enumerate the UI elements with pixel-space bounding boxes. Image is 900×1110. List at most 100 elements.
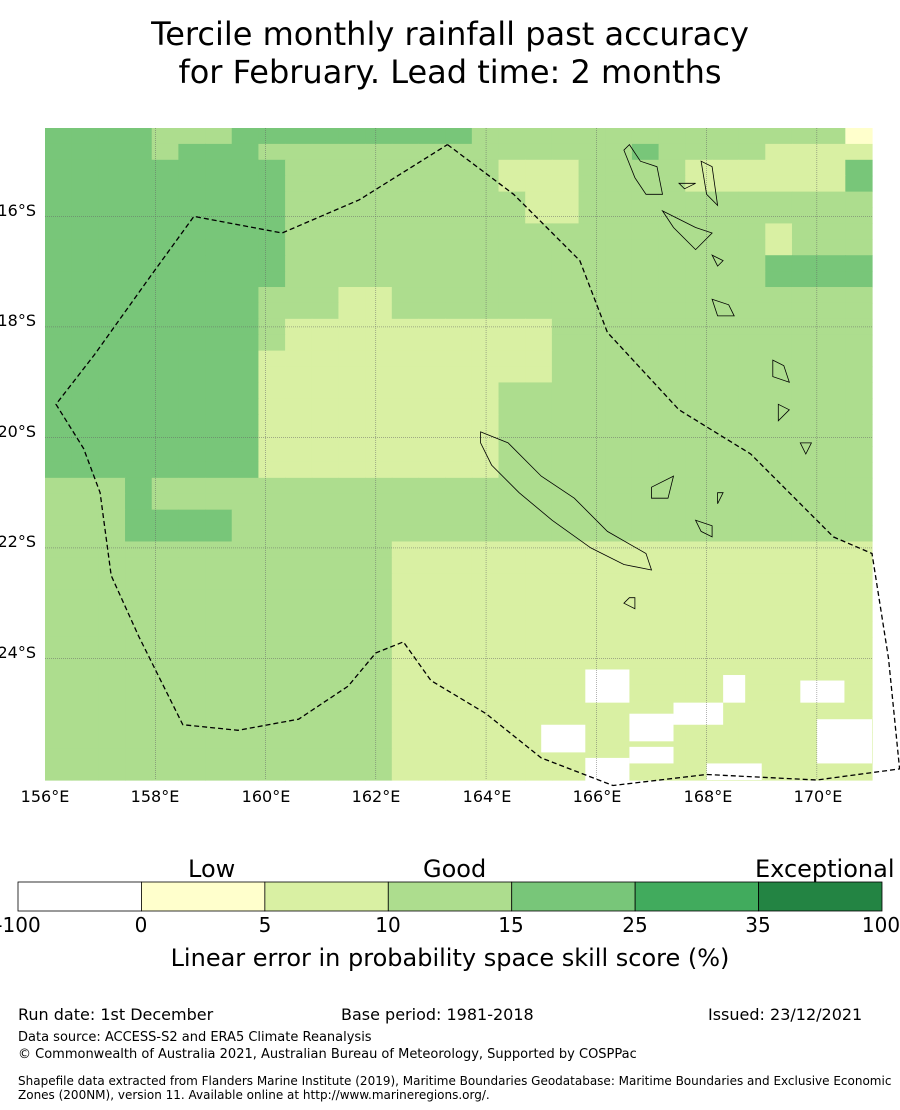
- skill-cell: [631, 207, 660, 225]
- skill-cell: [685, 366, 713, 384]
- skill-cell: [791, 573, 820, 590]
- skill-cell: [98, 255, 126, 272]
- skill-cell: [765, 509, 793, 527]
- skill-cell: [578, 573, 606, 590]
- skill-cell: [311, 159, 340, 177]
- skill-cell: [418, 302, 446, 320]
- skill-cell: [658, 271, 686, 288]
- skill-cell: [125, 446, 153, 463]
- skill-cell: [258, 589, 286, 606]
- skill-cell: [365, 716, 393, 733]
- skill-cell: [685, 382, 713, 399]
- skill-cell: [685, 477, 713, 495]
- skill-cell: [445, 605, 473, 622]
- skill-cell: [738, 430, 766, 447]
- skill-cell: [658, 334, 686, 352]
- skill-cell: [45, 764, 73, 781]
- skill-cell: [818, 143, 846, 161]
- skill-cell: [71, 430, 99, 447]
- skill-cell: [418, 748, 446, 765]
- skill-cell: [98, 350, 126, 368]
- skill-cell: [391, 764, 420, 781]
- skill-cell: [205, 191, 233, 209]
- skill-cell: [98, 143, 126, 161]
- skill-cell: [525, 652, 553, 670]
- skill-cell: [631, 159, 660, 177]
- skill-cell: [658, 509, 686, 527]
- skill-cell: [178, 175, 206, 193]
- skill-cell: [338, 636, 366, 654]
- skill-cell: [445, 557, 473, 574]
- skill-cell: [231, 716, 260, 733]
- skill-cell: [525, 764, 553, 781]
- lon-label: 162°E: [351, 787, 401, 806]
- skill-cell: [551, 605, 580, 622]
- skill-cell: [311, 287, 340, 304]
- skill-cell: [605, 573, 633, 590]
- skill-cell: [338, 287, 366, 304]
- skill-cell: [845, 223, 873, 240]
- skill-cell: [151, 398, 179, 415]
- skill-cell: [738, 271, 766, 288]
- skill-cell: [151, 143, 179, 161]
- skill-cell: [205, 159, 233, 177]
- skill-cell: [418, 509, 446, 527]
- skill-cell: [125, 175, 153, 193]
- skill-cell: [205, 509, 233, 527]
- skill-cell: [525, 398, 553, 415]
- skill-cell: [125, 159, 153, 177]
- skill-cell: [765, 207, 793, 225]
- skill-cell: [258, 557, 286, 574]
- skill-cell: [418, 477, 446, 495]
- skill-cell: [365, 350, 393, 368]
- skill-cell: [205, 541, 233, 558]
- skill-cell: [685, 430, 713, 447]
- skill-cell: [605, 493, 633, 511]
- skill-cell: [658, 684, 686, 702]
- skill-cell: [125, 128, 153, 145]
- skill-cell: [845, 318, 873, 336]
- skill-cell: [658, 493, 686, 511]
- skill-cell: [311, 573, 340, 590]
- skill-cell: [498, 668, 526, 686]
- skill-cell: [551, 128, 580, 145]
- skill-cell: [98, 477, 126, 495]
- skill-cell: [791, 541, 820, 558]
- skill-cell: [365, 573, 393, 590]
- skill-cell: [391, 239, 420, 256]
- skill-cell: [311, 636, 340, 654]
- skill-cell: [525, 366, 553, 384]
- skill-cell: [71, 287, 99, 304]
- lat-label: 22°S: [0, 532, 36, 551]
- skill-cell: [258, 525, 286, 543]
- skill-cell: [685, 668, 713, 686]
- skill-cell: [711, 525, 740, 543]
- skill-cell: [845, 239, 873, 256]
- skill-cell: [738, 239, 766, 256]
- skill-cell: [845, 191, 873, 209]
- skill-cell: [151, 557, 179, 574]
- skill-cell: [231, 175, 260, 193]
- skill-cell: [365, 509, 393, 527]
- skill-cell: [258, 223, 286, 240]
- skill-cell: [498, 271, 526, 288]
- skill-cell: [45, 509, 73, 527]
- skill-cell: [45, 430, 73, 447]
- skill-cell: [738, 652, 766, 670]
- skill-cell: [45, 350, 73, 368]
- skill-cell: [231, 668, 260, 686]
- skill-cell: [365, 684, 393, 702]
- skill-cell: [605, 223, 633, 240]
- skill-cell: [258, 414, 286, 431]
- skill-cell: [205, 430, 233, 447]
- skill-cell: [471, 605, 500, 622]
- skill-cell: [525, 557, 553, 574]
- skill-cell: [738, 636, 766, 654]
- skill-cell: [45, 446, 73, 463]
- skill-cell: [391, 573, 420, 590]
- skill-cell: [685, 509, 713, 527]
- skill-cell: [605, 398, 633, 415]
- skill-cell: [471, 334, 500, 352]
- skill-cell: [125, 302, 153, 320]
